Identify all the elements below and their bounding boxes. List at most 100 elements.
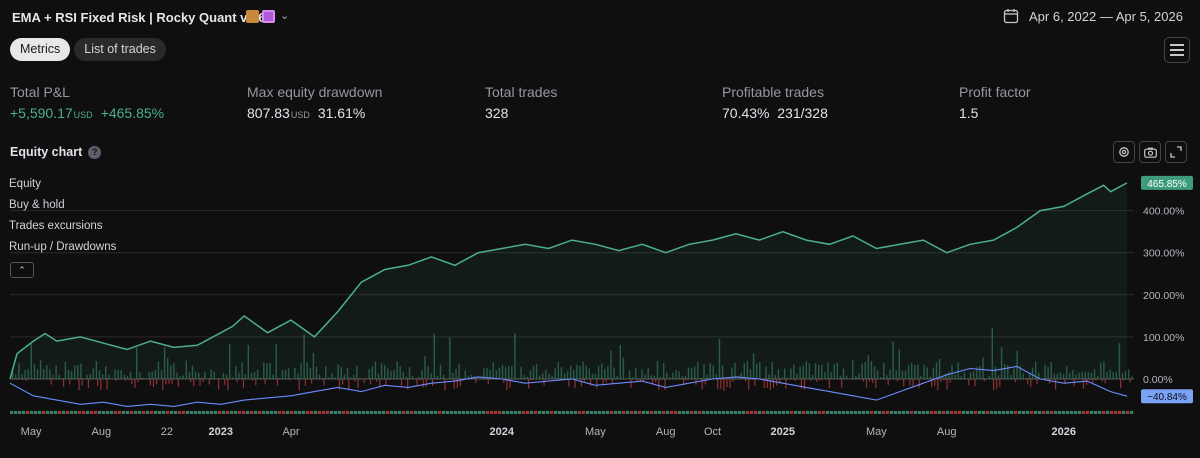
trade-strip-mark [478,411,482,414]
legend-runup-drawdowns[interactable]: Run-up / Drawdowns [9,241,117,253]
trade-strip-mark [510,411,514,414]
x-tick-label: May [585,426,606,438]
drawdown-bar [63,379,65,387]
runup-bar [55,365,57,379]
trade-strip-mark [626,411,630,414]
trade-strip-mark [446,411,450,414]
runup-bar [495,370,497,379]
runup-bar [98,370,101,379]
drawdown-bar [732,379,734,382]
runup-bar [269,363,271,379]
trade-strip-mark [382,411,386,414]
runup-bar [545,369,547,379]
runup-bar [114,369,116,379]
runup-bar [876,370,879,379]
drawdown-bar [745,379,747,382]
runup-bar [576,364,578,379]
runup-bar [219,378,222,379]
trade-strip-mark [898,411,902,414]
drawdown-bar [484,379,486,380]
runup-bar [368,369,370,379]
trade-strip-mark [706,411,710,414]
drawdown-bar [149,379,151,386]
date-range-picker[interactable]: Apr 6, 2022 — Apr 5, 2026 [1003,8,1183,24]
trade-strip-mark [254,411,258,414]
trade-strip-mark [226,411,230,414]
runup-bar [551,375,553,379]
equity-chart-title-text: Equity chart [10,145,83,159]
trade-strip-mark [110,411,114,414]
drawdown-bar [236,379,238,383]
legend-trades-excursions[interactable]: Trades excursions [9,220,103,232]
runup-bar [43,369,45,379]
runup-bar [672,372,674,379]
drawdown-bar [125,379,127,381]
trade-strip-mark [1018,411,1022,414]
runup-bar [632,377,634,379]
collapse-legend-button[interactable]: ⌃ [10,262,34,278]
trade-strip-mark [606,411,610,414]
runup-bar [377,373,380,379]
runup-bar [201,377,203,379]
drawdown-bar [190,379,192,382]
trade-strip-mark [850,411,854,414]
drawdown-bar [425,379,427,387]
fullscreen-button[interactable] [1165,141,1187,163]
trade-strip-mark [570,411,574,414]
snapshot-button[interactable] [1139,141,1161,163]
trade-strip-mark [186,411,190,414]
trade-strip-mark [310,411,314,414]
drawdown-bar [596,379,598,389]
legend-buy-hold[interactable]: Buy & hold [9,199,65,211]
tab-metrics[interactable]: Metrics [10,38,71,61]
drawdown-bar [444,379,446,391]
trade-strip-mark [878,411,882,414]
runup-bar [241,362,243,379]
trade-strip-mark [566,411,570,414]
drawdown-bar [487,379,489,384]
drawdown-bar [999,379,1001,387]
drawdown-bar [311,379,313,384]
runup-bar [111,378,113,379]
runup-bar [783,368,786,379]
drawdown-bar [304,379,306,386]
metric-value: +5,590.17USD +465.85% [10,105,164,121]
y-tick-label: 100.00% [1143,332,1184,344]
drawdown-bar [224,379,226,385]
runup-bar [371,366,373,379]
trade-strip-mark [1034,411,1038,414]
runup-bar [752,353,755,379]
chevron-down-icon[interactable]: ⌄ [280,10,290,22]
help-icon[interactable]: ? [88,145,102,159]
drawdown-bar [896,379,899,382]
runup-bar [641,369,643,379]
settings-button[interactable] [1113,141,1135,163]
tab-list-of-trades[interactable]: List of trades [74,38,166,61]
menu-button[interactable] [1164,37,1190,63]
trade-strip-mark [338,411,342,414]
runup-bar [929,376,931,379]
trade-strip-mark [314,411,318,414]
runup-bar [49,369,51,379]
x-tick-label: Aug [656,426,676,438]
legend-equity[interactable]: Equity [9,178,41,190]
equity-chart-canvas: 0.00% 100.00% 200.00% 300.00% 400.00% 465.85%… [9,175,1193,438]
drawdown-unit: USD [290,110,310,120]
runup-bar [430,373,432,379]
runup-bar [1081,371,1083,379]
runup-bar [867,355,869,379]
trade-strip-mark [258,411,262,414]
chart-toolbar [1113,141,1187,163]
drawdown-bar [363,379,365,383]
runup-bar [315,366,318,379]
runup-bar [232,377,234,379]
drawdown-bar [729,379,731,389]
runup-bar [681,376,683,379]
trade-strip-mark [978,411,982,414]
runup-bar [126,376,129,379]
runup-bar [86,375,88,379]
equity-line [9,182,1128,380]
runup-bar [380,363,383,379]
chart-legend: Equity Buy & hold Trades excursions Run-… [9,178,116,262]
runup-bar [796,373,798,379]
